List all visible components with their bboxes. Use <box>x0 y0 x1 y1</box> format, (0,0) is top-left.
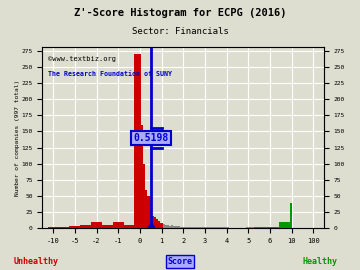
Bar <box>163 224 165 228</box>
Text: Unhealthy: Unhealthy <box>14 257 58 266</box>
Bar <box>186 227 189 228</box>
Bar <box>191 227 193 228</box>
Bar <box>189 227 191 228</box>
Bar <box>156 219 158 228</box>
Bar <box>176 226 178 228</box>
Bar <box>169 226 171 228</box>
Text: Sector: Financials: Sector: Financials <box>132 27 228 36</box>
Bar <box>152 215 154 228</box>
Bar <box>59 227 69 228</box>
Bar <box>171 225 174 228</box>
Y-axis label: Number of companies (997 total): Number of companies (997 total) <box>15 80 20 196</box>
Bar <box>167 225 169 228</box>
Bar <box>174 226 176 228</box>
Bar <box>246 227 253 228</box>
Bar <box>80 225 91 228</box>
Bar <box>202 227 204 228</box>
Bar <box>220 227 224 228</box>
Bar <box>199 227 202 228</box>
Bar <box>211 227 216 228</box>
Bar <box>69 226 80 228</box>
Bar <box>193 227 195 228</box>
Bar <box>113 222 123 228</box>
Bar <box>134 54 141 228</box>
Bar <box>207 227 211 228</box>
Bar <box>178 226 180 228</box>
Bar <box>145 190 148 228</box>
Bar <box>204 227 207 228</box>
Text: 0.5198: 0.5198 <box>133 133 168 143</box>
Bar <box>265 227 279 228</box>
Bar <box>290 202 292 228</box>
Bar <box>141 125 143 228</box>
Bar <box>123 225 134 228</box>
Text: Healthy: Healthy <box>303 257 338 266</box>
Text: ©www.textbiz.org: ©www.textbiz.org <box>48 56 116 62</box>
Bar <box>279 222 290 228</box>
Bar <box>184 227 186 228</box>
Text: Score: Score <box>167 257 193 266</box>
Bar <box>158 221 161 228</box>
Bar <box>154 217 156 228</box>
Text: Z'-Score Histogram for ECPG (2016): Z'-Score Histogram for ECPG (2016) <box>74 8 286 18</box>
Bar <box>148 196 150 228</box>
Bar <box>102 225 113 228</box>
Bar <box>216 227 220 228</box>
Bar <box>180 227 182 228</box>
Bar <box>48 227 59 228</box>
Text: The Research Foundation of SUNY: The Research Foundation of SUNY <box>48 71 172 77</box>
Bar <box>253 227 265 228</box>
Bar <box>150 199 152 228</box>
Bar <box>195 227 197 228</box>
Bar <box>91 222 102 228</box>
Bar <box>143 164 145 228</box>
Bar <box>224 227 229 228</box>
Bar <box>197 227 199 228</box>
Bar <box>165 225 167 228</box>
Bar <box>182 227 184 228</box>
Bar <box>161 223 163 228</box>
